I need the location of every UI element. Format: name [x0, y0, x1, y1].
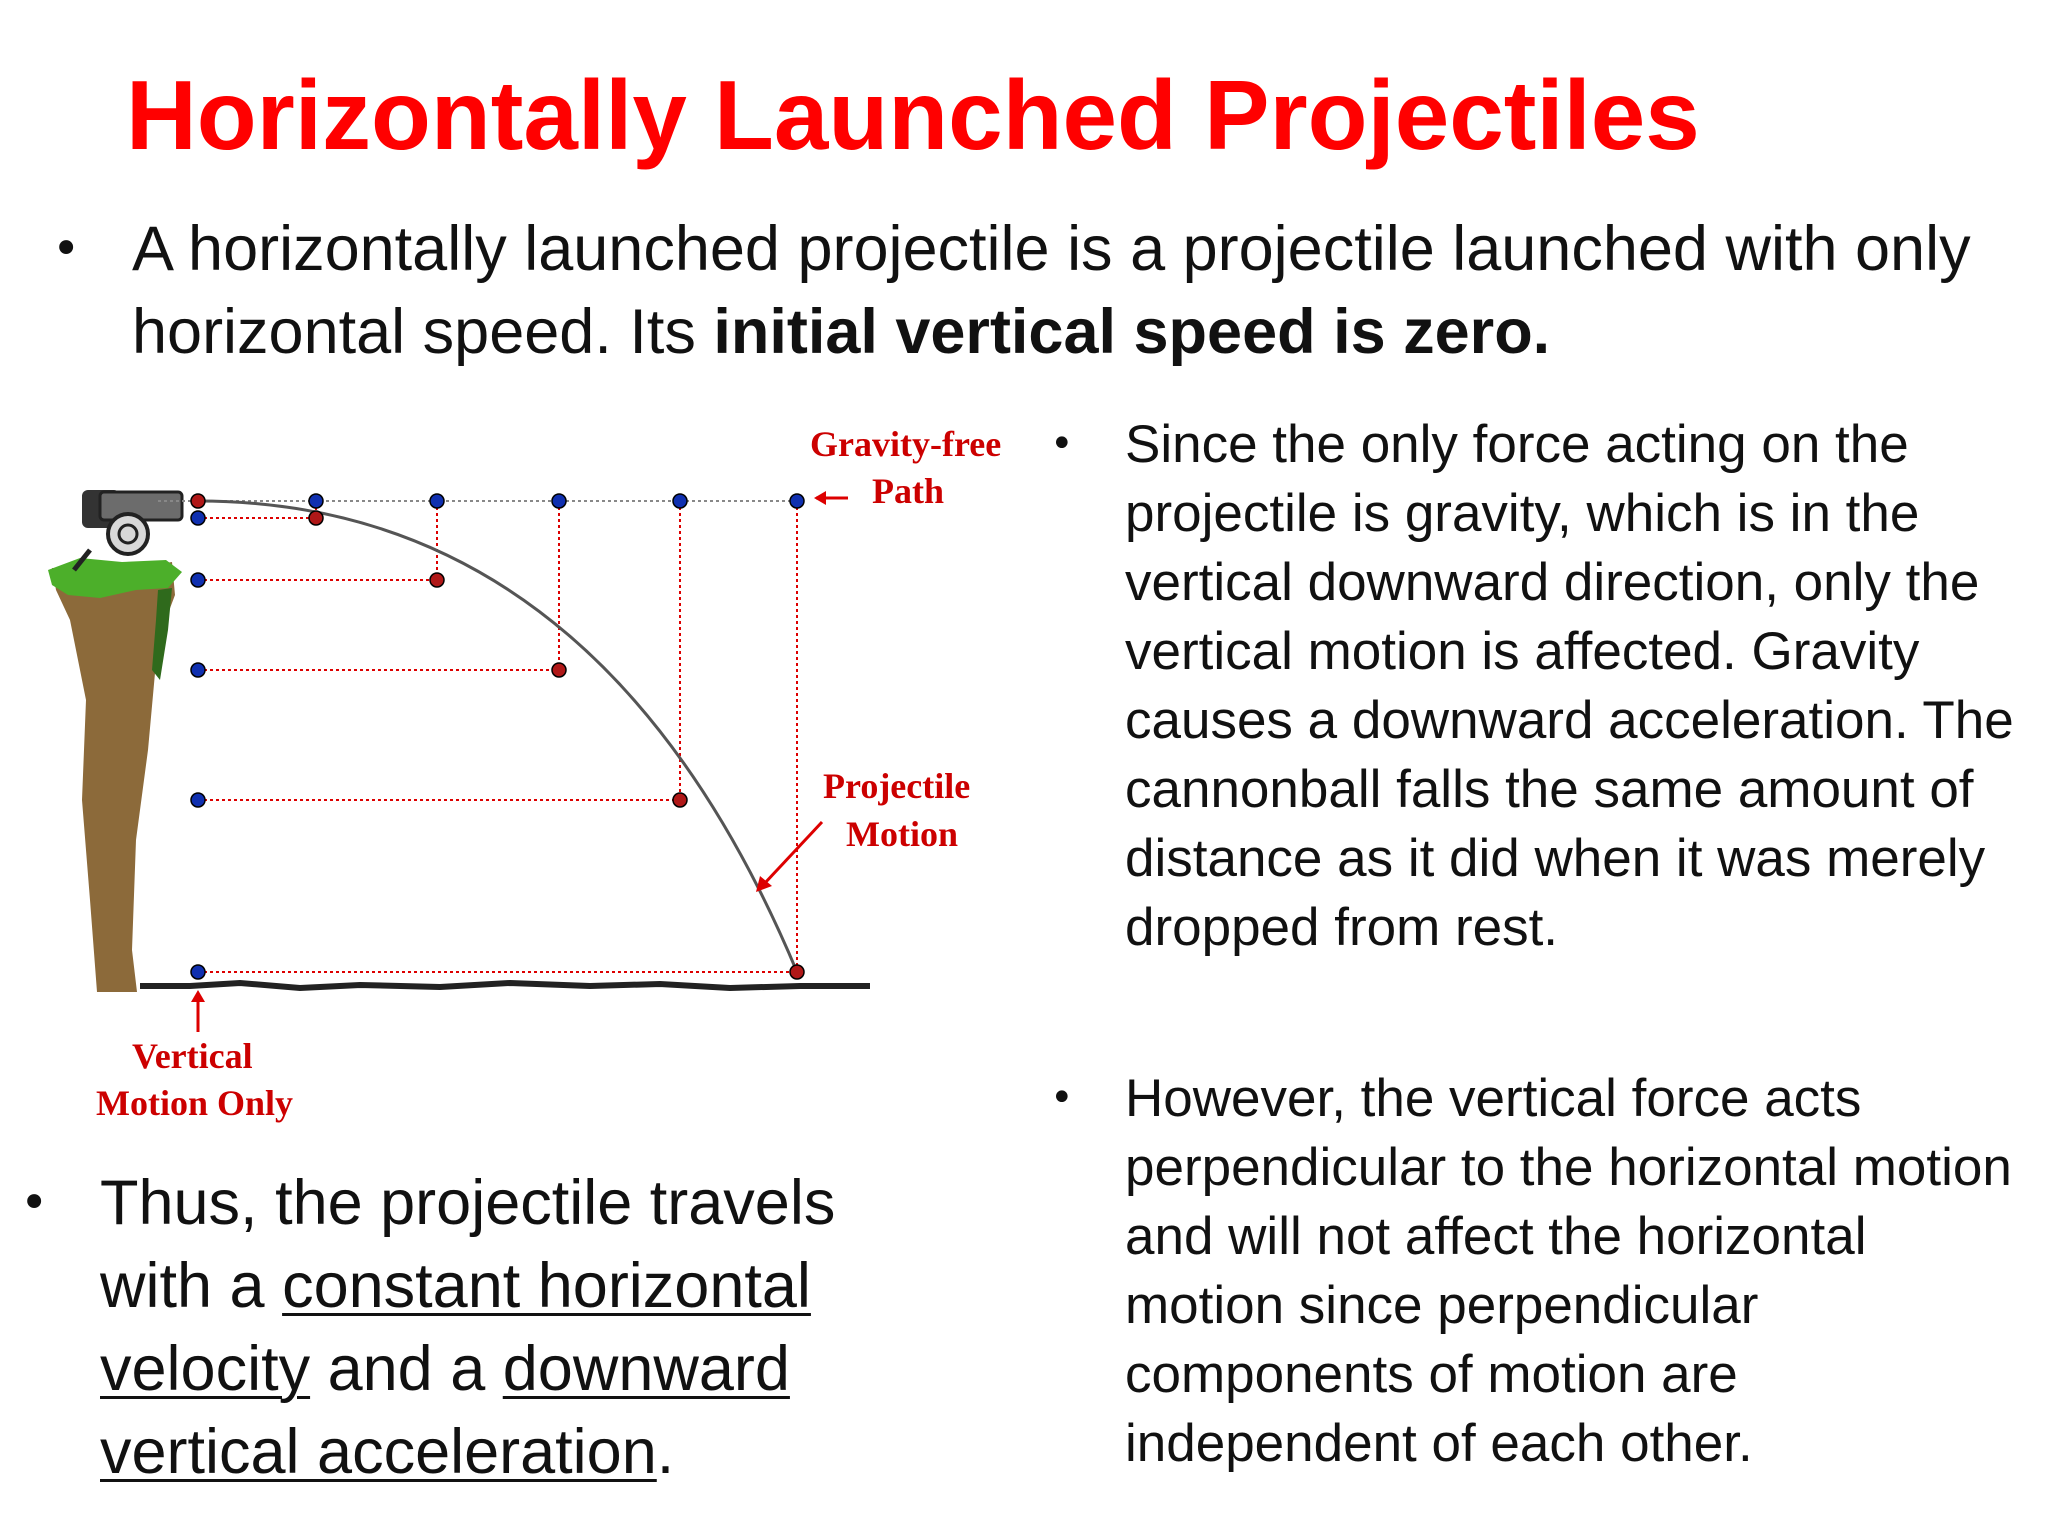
bullet-dot: • [52, 221, 81, 277]
intro-bold-text: initial vertical speed is zero. [713, 297, 1551, 367]
summary-part: . [656, 1417, 675, 1487]
summary-text: Thus, the projectile travels with a cons… [100, 1162, 940, 1494]
intro-bullet: • A horizontally launched projectile is … [52, 208, 2012, 374]
right-bullet-perpendicular: • However, the vertical force acts perpe… [1050, 1064, 2030, 1478]
vertical-motion-arrow [191, 990, 205, 1032]
ground-line [140, 979, 870, 992]
cliff-grass [48, 558, 182, 598]
vertical-guides [315, 501, 798, 972]
bullet-dot: • [1050, 1075, 1074, 1121]
bullet-dot: • [1050, 421, 1074, 467]
cliff [52, 562, 175, 992]
summary-part: and a [310, 1334, 503, 1404]
bullet-dot: • [20, 1175, 49, 1231]
projectile-motion-arrow [756, 820, 824, 892]
vertical-motion-dots [190, 510, 206, 980]
gravity-free-arrow [814, 491, 848, 505]
label-projectile: Projectile [823, 766, 970, 806]
right-bullet-gravity: • Since the only force acting on the pro… [1050, 410, 2030, 962]
horizontal-guides [198, 517, 792, 973]
projectile-diagram: Gravity-free Path Projectile Motion Vert… [48, 424, 1001, 1123]
constant-velocity-underline: constant horizontal velocity [100, 1251, 811, 1404]
label-gravity-free: Gravity-free [810, 424, 1001, 464]
projectile-dots [190, 493, 805, 980]
label-vertical: Vertical [132, 1036, 253, 1076]
cannon-icon [72, 490, 184, 572]
right-bullet-text: However, the vertical force acts perpend… [1125, 1069, 2012, 1473]
cliff-shadow [152, 588, 172, 680]
gravity-free-dots [308, 493, 805, 509]
label-motion-only: Motion Only [96, 1083, 293, 1123]
summary-part: Thus, the projectile travels with a [100, 1168, 836, 1321]
slide-title: Horizontally Launched Projectiles [126, 60, 1700, 170]
trajectory-curve [197, 499, 799, 973]
intro-text: A horizontally launched projectile is a … [132, 208, 2012, 374]
label-path: Path [872, 471, 944, 511]
intro-text-part: A horizontally launched projectile is a … [132, 214, 1971, 367]
label-motion: Motion [846, 814, 958, 854]
right-bullet-text: Since the only force acting on the proje… [1125, 415, 2014, 957]
left-bullet-summary: • Thus, the projectile travels with a co… [20, 1162, 940, 1494]
vertical-acceleration-underline: downward vertical acceleration [100, 1334, 790, 1487]
